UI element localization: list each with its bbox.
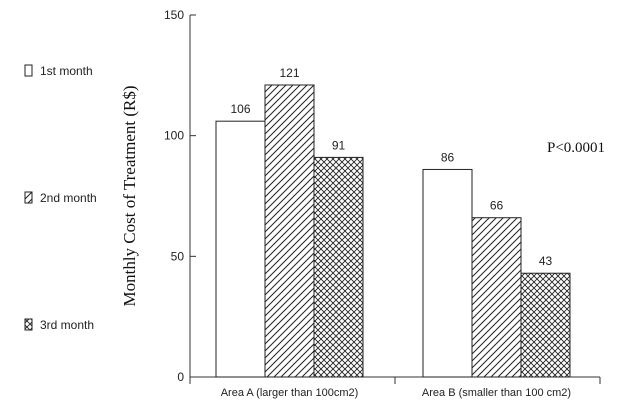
bar: [471, 217, 522, 378]
y-axis-label: Monthly Cost of Treatment (R$): [120, 85, 139, 306]
data-label: 66: [490, 199, 504, 213]
category-label: Area A (larger than 100cm2): [221, 387, 359, 399]
legend-label: 2nd month: [40, 191, 97, 205]
legend-label: 3rd month: [40, 318, 94, 332]
p-value-annotation: P<0.0001: [547, 140, 605, 156]
bars: [215, 84, 571, 378]
category-labels: Area A (larger than 100cm2) Area B (small…: [221, 387, 571, 399]
y-tick-label: 100: [164, 129, 184, 143]
data-label: 86: [441, 150, 455, 164]
legend-swatch: [24, 64, 33, 77]
bar: [313, 156, 364, 378]
bar: [264, 84, 315, 378]
y-tick-label: 150: [164, 8, 184, 22]
y-tick-label: 0: [177, 370, 184, 384]
data-label: 43: [539, 254, 553, 268]
data-label: 106: [230, 102, 250, 116]
data-label: 91: [332, 138, 346, 152]
legend-swatch: [24, 191, 33, 204]
bar: [215, 120, 266, 378]
data-labels: 106 121 91 86 66 43: [230, 66, 552, 268]
legend-swatch: [24, 318, 33, 331]
y-tick-label: 50: [171, 249, 185, 263]
bar: [422, 168, 473, 378]
legend: 1st month 2nd month 3rd month: [24, 64, 97, 332]
y-axis-ticks: 0 50 100 150: [164, 8, 601, 384]
data-label: 121: [279, 66, 299, 80]
bar: [520, 272, 571, 378]
legend-label: 1st month: [40, 64, 93, 78]
category-label: Area B (smaller than 100 cm2): [422, 387, 571, 399]
